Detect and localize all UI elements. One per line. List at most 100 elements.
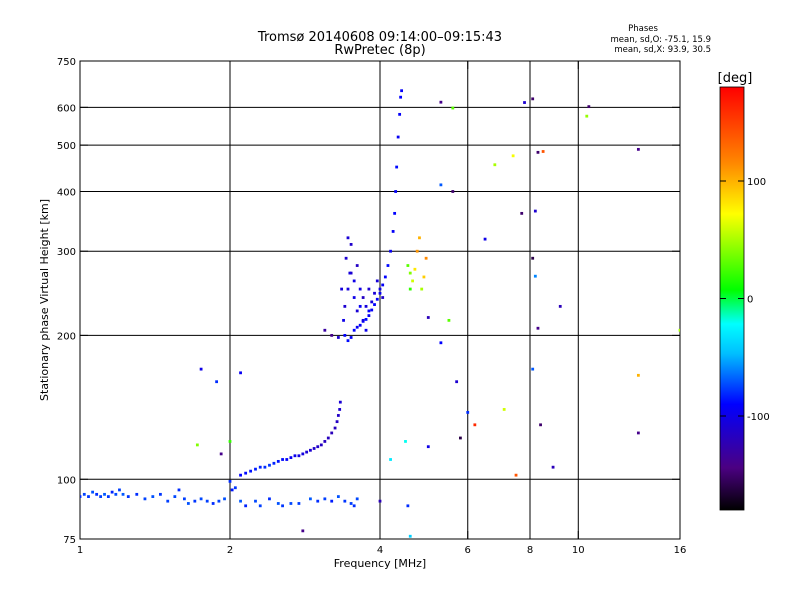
data-point-114 (367, 287, 371, 291)
data-points (80, 89, 680, 538)
data-point-25 (211, 502, 215, 505)
x-tick-label-0: 1 (77, 545, 83, 556)
x-tick-labels: 1 2 4 6 8 10 16 (77, 545, 687, 556)
data-point-152 (451, 106, 455, 110)
data-point-60 (272, 461, 276, 465)
data-point-120 (344, 256, 348, 260)
x-tick-label-4: 8 (527, 545, 533, 556)
data-point-137 (418, 236, 421, 240)
data-point-141 (408, 287, 412, 291)
y-tick-label-0: 75 (63, 535, 76, 546)
data-point-175 (455, 380, 459, 384)
data-point-185 (404, 440, 407, 443)
data-point-67 (301, 452, 305, 456)
data-point-77 (335, 420, 339, 424)
data-point-171 (426, 316, 430, 319)
data-point-97 (389, 249, 392, 253)
data-point-106 (343, 304, 347, 308)
y-tick-label-7: 750 (57, 57, 76, 68)
data-point-100 (394, 190, 398, 193)
data-point-58 (263, 465, 267, 469)
data-point-187 (551, 465, 555, 469)
data-point-66 (297, 454, 301, 458)
data-point-95 (383, 275, 387, 279)
data-point-125 (355, 264, 359, 267)
data-point-40 (309, 497, 312, 501)
data-point-142 (330, 333, 334, 337)
data-point-37 (281, 504, 284, 508)
phases-o-stats: mean, sd,O: -75.1, 15.9 (611, 35, 711, 45)
data-point-176 (636, 373, 640, 377)
data-point-121 (346, 236, 350, 240)
data-point-88 (364, 318, 368, 321)
data-point-130 (340, 287, 344, 291)
data-point-109 (352, 296, 356, 299)
gridlines (80, 61, 680, 539)
data-point-79 (338, 408, 342, 411)
data-point-38 (289, 502, 293, 505)
data-point-178 (502, 408, 506, 411)
data-point-96 (386, 264, 390, 267)
data-point-92 (375, 297, 379, 301)
phases-x-stats: mean, sd,X: 93.9, 30.5 (614, 45, 711, 55)
data-point-36 (276, 502, 280, 505)
data-point-154 (531, 97, 535, 101)
data-point-14 (143, 497, 147, 501)
data-point-59 (268, 463, 271, 467)
data-point-81 (343, 333, 347, 337)
data-point-179 (466, 411, 470, 414)
data-point-21 (186, 502, 190, 505)
data-point-162 (439, 183, 443, 187)
data-point-145 (219, 452, 223, 456)
data-point-73 (323, 440, 327, 443)
data-point-44 (336, 495, 340, 498)
data-point-118 (378, 287, 382, 291)
data-point-15 (151, 495, 155, 498)
data-point-156 (585, 114, 589, 118)
data-point-68 (305, 450, 309, 454)
data-point-18 (173, 495, 177, 498)
data-point-161 (511, 154, 515, 158)
data-point-173 (439, 341, 443, 345)
data-point-107 (346, 287, 350, 291)
x-axis-label: Frequency [MHz] (334, 557, 426, 570)
data-point-23 (199, 497, 203, 501)
data-point-16 (159, 492, 162, 496)
data-point-65 (293, 454, 297, 458)
data-point-41 (316, 499, 320, 503)
data-point-165 (520, 211, 524, 215)
data-point-146 (228, 440, 232, 443)
data-point-91 (373, 303, 376, 306)
data-point-172 (447, 318, 451, 322)
data-point-129 (367, 309, 371, 313)
x-tick-label-6: 16 (674, 545, 687, 556)
data-point-105 (400, 89, 404, 93)
data-point-5 (99, 495, 103, 498)
data-point-160 (493, 163, 497, 167)
data-point-45 (343, 499, 347, 503)
data-point-139 (422, 275, 426, 279)
data-point-132 (406, 264, 410, 267)
data-point-157 (536, 150, 540, 154)
data-point-63 (285, 458, 289, 461)
data-point-186 (389, 458, 392, 461)
data-point-104 (399, 95, 403, 99)
data-point-84 (352, 328, 356, 332)
data-point-30 (233, 486, 237, 490)
data-point-31 (239, 499, 242, 503)
data-point-64 (289, 456, 293, 460)
chart-title-line2: RwPretec (8p) (334, 43, 425, 58)
data-point-28 (228, 479, 232, 483)
data-point-71 (316, 445, 320, 449)
data-point-170 (536, 326, 540, 330)
data-point-72 (319, 443, 323, 447)
data-point-22 (193, 499, 197, 503)
data-point-53 (239, 473, 242, 477)
data-point-148 (239, 371, 242, 375)
axis-ticks (79, 60, 681, 540)
data-point-42 (323, 497, 327, 501)
colorbar-tick-label-2: -100 (747, 412, 770, 423)
data-point-149 (215, 380, 219, 384)
chart-title-line1: Tromsø 20140608 09:14:00–09:15:43 (257, 30, 502, 45)
data-point-34 (258, 504, 262, 508)
